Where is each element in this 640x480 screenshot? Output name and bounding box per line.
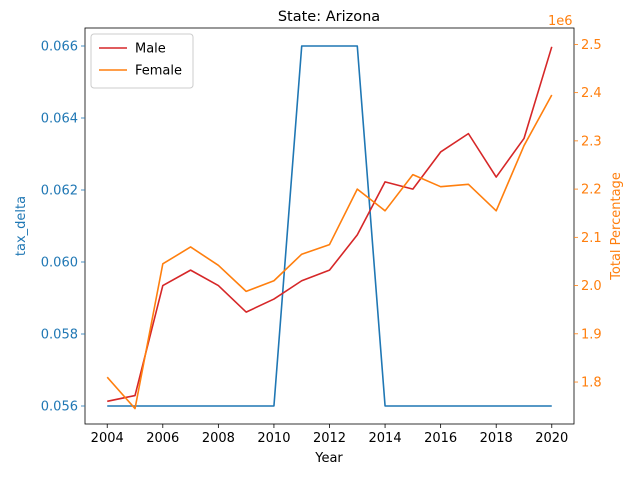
right-y-tick-label: 2.0 bbox=[581, 279, 602, 294]
x-axis-label: Year bbox=[314, 451, 343, 466]
right-y-tick-label: 2.3 bbox=[581, 134, 602, 149]
x-tick-label: 2014 bbox=[369, 431, 402, 446]
x-tick-label: 2008 bbox=[202, 431, 235, 446]
left-y-tick-label: 0.058 bbox=[41, 328, 78, 343]
right-y-axis-label: Total Percentage bbox=[609, 172, 624, 281]
series-line-female bbox=[106, 94, 553, 410]
x-tick-label: 2020 bbox=[535, 431, 568, 446]
left-y-tick-label: 0.064 bbox=[41, 112, 78, 127]
left-y-tick-label: 0.060 bbox=[41, 256, 78, 271]
x-tick-label: 2018 bbox=[480, 431, 513, 446]
plot-area bbox=[106, 45, 553, 410]
x-tick-label: 2012 bbox=[313, 431, 346, 446]
series-line-male bbox=[107, 46, 553, 403]
legend: Male Female bbox=[90, 33, 194, 89]
legend-label-male: Male bbox=[135, 42, 166, 57]
axes: 2004 2006 2008 2010 2012 2014 2016 2018 2020 0.05… bbox=[41, 27, 602, 446]
legend-label-female: Female bbox=[135, 64, 182, 79]
left-y-tick-label: 0.066 bbox=[41, 40, 78, 55]
right-y-tick-label: 1.9 bbox=[581, 327, 602, 342]
series-line-tax-delta bbox=[107, 45, 552, 407]
right-axis-offset-text: 1e6 bbox=[548, 14, 573, 29]
right-y-tick-label: 2.5 bbox=[581, 38, 602, 53]
right-y-tick-label: 2.1 bbox=[581, 231, 602, 246]
x-tick-label: 2006 bbox=[146, 431, 179, 446]
left-y-axis-label: tax_delta bbox=[14, 196, 29, 256]
x-tick-label: 2010 bbox=[257, 431, 290, 446]
right-y-tick-label: 2.4 bbox=[581, 86, 602, 101]
x-tick-label: 2016 bbox=[424, 431, 457, 446]
left-y-tick-label: 0.062 bbox=[41, 184, 78, 199]
left-y-tick-label: 0.056 bbox=[41, 400, 78, 415]
chart-title: State: Arizona bbox=[278, 9, 380, 25]
right-y-tick-label: 1.8 bbox=[581, 376, 602, 391]
right-y-tick-label: 2.2 bbox=[581, 183, 602, 198]
x-tick-label: 2004 bbox=[91, 431, 124, 446]
